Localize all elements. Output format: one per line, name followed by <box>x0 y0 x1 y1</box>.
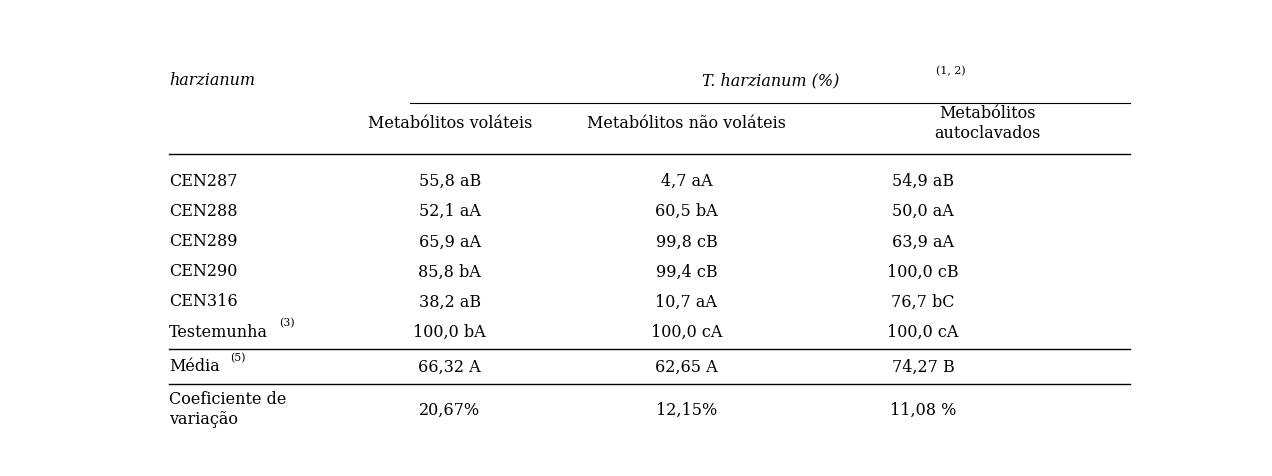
Text: 99,8 cB: 99,8 cB <box>655 233 717 250</box>
Text: (1, 2): (1, 2) <box>936 66 965 76</box>
Text: 100,0 bA: 100,0 bA <box>413 324 486 340</box>
Text: 60,5 bA: 60,5 bA <box>655 203 717 220</box>
Text: 65,9 aA: 65,9 aA <box>418 233 481 250</box>
Text: Metabólitos voláteis: Metabólitos voláteis <box>368 115 532 131</box>
Text: Metabólitos: Metabólitos <box>939 105 1035 121</box>
Text: 4,7 aA: 4,7 aA <box>660 173 712 190</box>
Text: 63,9 aA: 63,9 aA <box>892 233 954 250</box>
Text: 100,0 cA: 100,0 cA <box>888 324 959 340</box>
Text: Testemunha: Testemunha <box>169 324 268 340</box>
Text: CEN288: CEN288 <box>169 203 238 220</box>
Text: (3): (3) <box>280 317 295 328</box>
Text: 55,8 aB: 55,8 aB <box>418 173 481 190</box>
Text: 62,65 A: 62,65 A <box>655 358 717 376</box>
Text: 85,8 bA: 85,8 bA <box>418 263 481 280</box>
Text: 74,27 B: 74,27 B <box>892 358 954 376</box>
Text: 50,0 aA: 50,0 aA <box>892 203 954 220</box>
Text: 10,7 aA: 10,7 aA <box>655 294 717 310</box>
Text: T. harzianum (%): T. harzianum (%) <box>702 72 838 89</box>
Text: CEN316: CEN316 <box>169 294 238 310</box>
Text: variação: variação <box>169 411 238 428</box>
Text: 38,2 aB: 38,2 aB <box>418 294 481 310</box>
Text: 52,1 aA: 52,1 aA <box>418 203 481 220</box>
Text: autoclavados: autoclavados <box>934 125 1040 142</box>
Text: 54,9 aB: 54,9 aB <box>892 173 954 190</box>
Text: 12,15%: 12,15% <box>656 401 717 418</box>
Text: CEN287: CEN287 <box>169 173 238 190</box>
Text: 11,08 %: 11,08 % <box>890 401 957 418</box>
Text: Coeficiente de: Coeficiente de <box>169 391 286 408</box>
Text: 20,67%: 20,67% <box>420 401 481 418</box>
Text: 99,4 cB: 99,4 cB <box>655 263 717 280</box>
Text: 100,0 cA: 100,0 cA <box>651 324 722 340</box>
Text: CEN289: CEN289 <box>169 233 238 250</box>
Text: Metabólitos não voláteis: Metabólitos não voláteis <box>586 115 786 131</box>
Text: harzianum: harzianum <box>169 72 254 89</box>
Text: 100,0 cB: 100,0 cB <box>887 263 959 280</box>
Text: 76,7 bC: 76,7 bC <box>892 294 955 310</box>
Text: (5): (5) <box>230 353 245 363</box>
Text: Média: Média <box>169 358 220 376</box>
Text: CEN290: CEN290 <box>169 263 238 280</box>
Text: 66,32 A: 66,32 A <box>418 358 481 376</box>
